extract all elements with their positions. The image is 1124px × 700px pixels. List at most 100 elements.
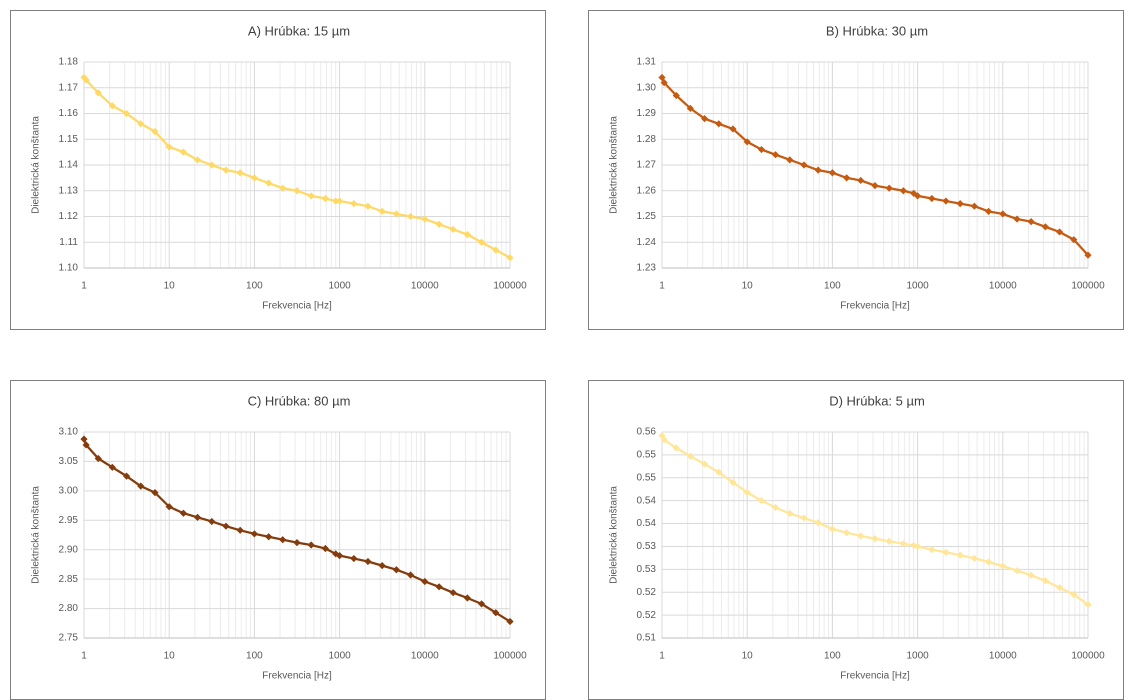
data-point [80, 73, 88, 82]
x-tick-label: 1 [659, 281, 665, 292]
data-point [956, 551, 964, 559]
data-point [122, 109, 131, 118]
data-point [506, 254, 514, 262]
y-tick-label: 2.90 [59, 544, 79, 555]
data-point [1070, 236, 1078, 244]
y-tick-label: 1.15 [59, 134, 79, 145]
data-point [364, 202, 372, 210]
x-tick-label: 1 [81, 651, 87, 662]
y-tick-label: 1.29 [637, 108, 657, 119]
data-point [179, 148, 188, 156]
data-point [1055, 584, 1064, 592]
data-point [293, 187, 301, 195]
y-tick-label: 1.31 [637, 57, 657, 68]
data-point [236, 169, 244, 177]
data-point [293, 539, 301, 547]
x-tick-label: 10000 [989, 281, 1017, 292]
data-point [208, 161, 216, 169]
y-axis-label: Dielektrická konštanta [31, 116, 42, 214]
x-tick-label: 1 [81, 281, 87, 292]
x-tick-label: 1000 [906, 651, 929, 662]
y-axis-label: Dielektrická konštanta [609, 486, 620, 584]
x-tick-label: 10 [742, 651, 754, 662]
panel-border [588, 10, 1124, 330]
y-tick-label: 1.12 [59, 211, 79, 222]
data-point [350, 200, 358, 208]
y-axis-label: Dielektrická konštanta [31, 486, 42, 584]
data-point [477, 238, 486, 246]
data-point [757, 145, 766, 154]
data-point [1041, 577, 1049, 585]
data-point [378, 207, 386, 215]
x-tick-label: 10000 [411, 651, 439, 662]
y-tick-label: 1.18 [59, 57, 79, 68]
data-point [771, 151, 780, 159]
data-point [660, 436, 668, 444]
x-tick-label: 1000 [328, 281, 351, 292]
data-point [871, 182, 879, 190]
data-point [321, 194, 329, 203]
data-point [914, 192, 922, 200]
y-tick-label: 1.13 [59, 185, 79, 196]
y-tick-label: 0.56 [637, 427, 657, 438]
data-point [928, 546, 936, 554]
y-tick-label: 1.24 [637, 237, 657, 248]
data-point [332, 197, 340, 205]
data-point [193, 156, 202, 164]
x-tick-label: 100 [246, 651, 263, 662]
y-tick-label: 2.85 [59, 574, 79, 585]
data-point [265, 533, 273, 541]
data-point [1055, 228, 1064, 236]
x-tick-label: 100000 [493, 281, 527, 292]
data-point [336, 197, 344, 205]
data-point [729, 125, 737, 133]
data-point [1013, 567, 1021, 575]
data-point [814, 166, 822, 174]
x-tick-label: 1000 [328, 651, 351, 662]
data-point [350, 554, 358, 563]
data-point [364, 557, 372, 566]
x-tick-label: 100000 [1071, 651, 1105, 662]
data-point [236, 526, 244, 534]
data-point [828, 525, 836, 533]
data-point [1070, 590, 1078, 599]
data-point [80, 435, 88, 443]
data-point [843, 174, 851, 182]
data-point [463, 230, 471, 239]
y-tick-label: 1.11 [59, 237, 78, 248]
data-point [984, 207, 993, 215]
y-tick-label: 1.26 [637, 185, 657, 196]
y-tick-label: 1.10 [59, 263, 79, 274]
x-axis-label: Frekvencia [Hz] [840, 301, 910, 312]
data-point [421, 215, 429, 223]
data-point [1027, 571, 1035, 579]
data-point [914, 542, 922, 551]
chart-title: A) Hrúbka: 15 µm [248, 23, 350, 38]
x-tick-label: 1000 [906, 281, 929, 292]
data-point [999, 210, 1007, 218]
data-point [336, 552, 344, 560]
y-tick-label: 0.54 [637, 518, 657, 529]
data-point [1041, 223, 1049, 231]
y-tick-label: 1.27 [637, 160, 657, 171]
data-point [956, 200, 964, 208]
x-tick-label: 1 [659, 651, 665, 662]
y-tick-label: 0.52 [637, 587, 657, 598]
x-tick-label: 10 [742, 281, 754, 292]
y-tick-label: 1.17 [59, 82, 79, 93]
data-point [94, 89, 102, 97]
data-point [942, 197, 950, 205]
data-point [970, 554, 978, 562]
data-point [279, 184, 287, 192]
data-point [857, 176, 865, 185]
data-point [137, 120, 145, 128]
y-tick-label: 2.75 [59, 633, 79, 644]
x-tick-label: 100 [246, 281, 263, 292]
data-point [984, 558, 993, 566]
data-point [885, 537, 893, 546]
x-tick-label: 100 [824, 281, 841, 292]
data-point [885, 184, 893, 192]
y-tick-label: 1.23 [637, 263, 657, 274]
data-point [1027, 218, 1035, 226]
